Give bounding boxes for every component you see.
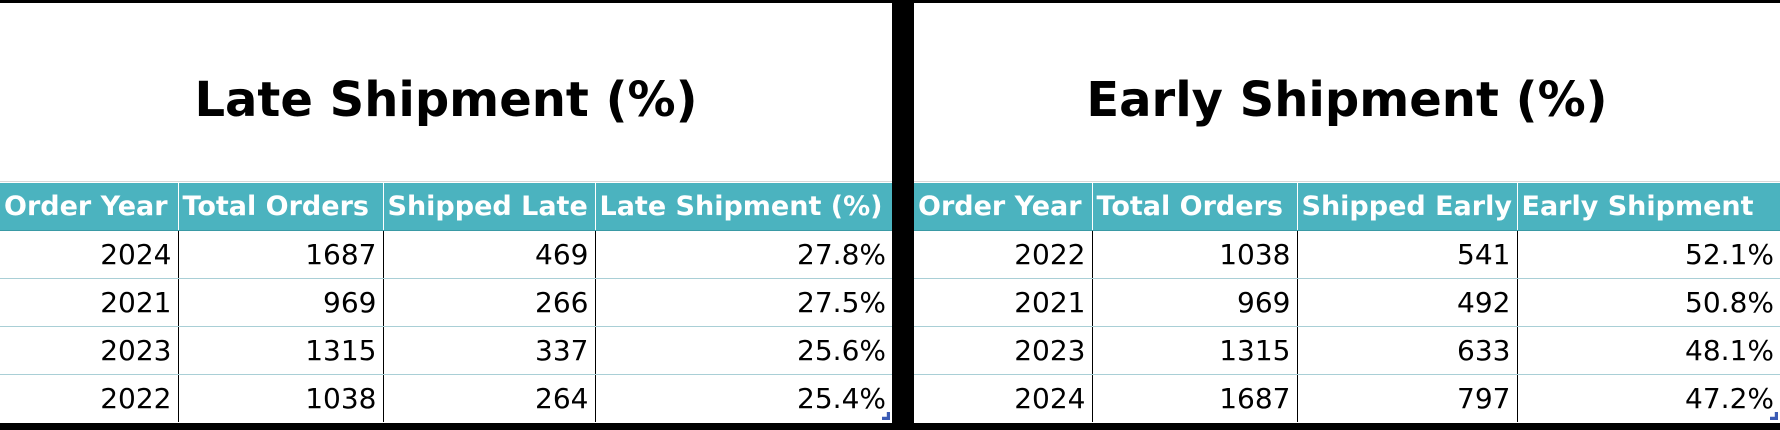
column-header-total-orders[interactable]: Total Orders <box>1092 183 1298 231</box>
column-header-early-shipment[interactable]: Early Shipment <box>1517 183 1780 231</box>
column-header-shipped-early[interactable]: Shipped Early <box>1297 183 1518 231</box>
cell-shipped-late[interactable]: 337 <box>383 326 596 375</box>
cell-order-year[interactable]: 2022 <box>914 230 1093 279</box>
cell-order-year[interactable]: 2023 <box>914 326 1093 375</box>
cell-early-shipment-pct[interactable]: 52.1% <box>1517 230 1780 279</box>
column-header-order-year[interactable]: Order Year <box>914 183 1093 231</box>
early-shipment-panel: Early Shipment (%) Order Year Total Orde… <box>914 3 1780 423</box>
cell-shipped-early[interactable]: 633 <box>1297 326 1518 375</box>
column-header-shipped-late[interactable]: Shipped Late <box>383 183 596 231</box>
cell-late-shipment-pct[interactable]: 25.4% <box>797 382 886 415</box>
late-shipment-title-cell[interactable]: Late Shipment (%) <box>0 3 892 182</box>
cell-total-orders[interactable]: 1315 <box>1092 326 1298 375</box>
cell-shipped-late[interactable]: 266 <box>383 278 596 327</box>
table-row: 2022 1038 541 52.1% <box>914 230 1780 279</box>
cell-total-orders[interactable]: 1687 <box>1092 374 1298 422</box>
table-header-row: Order Year Total Orders Shipped Early Ea… <box>914 183 1780 231</box>
column-header-late-shipment-pct[interactable]: Late Shipment (%) <box>595 183 892 231</box>
cell-order-year[interactable]: 2021 <box>914 278 1093 327</box>
cell-order-year[interactable]: 2024 <box>0 230 179 279</box>
table-row: 2024 1687 797 47.2% <box>914 374 1780 422</box>
cell-order-year[interactable]: 2022 <box>0 374 179 422</box>
table-row: 2022 1038 264 25.4% <box>0 374 892 422</box>
late-shipment-table: Order Year Total Orders Shipped Late Lat… <box>0 183 892 422</box>
cell-total-orders[interactable]: 1038 <box>1092 230 1298 279</box>
early-shipment-table: Order Year Total Orders Shipped Early Ea… <box>914 183 1780 422</box>
late-shipment-title: Late Shipment (%) <box>194 72 698 128</box>
column-header-total-orders[interactable]: Total Orders <box>178 183 384 231</box>
table-row: 2023 1315 633 48.1% <box>914 326 1780 375</box>
table-row: 2021 969 266 27.5% <box>0 278 892 327</box>
cell-order-year[interactable]: 2024 <box>914 374 1093 422</box>
cell-shipped-early[interactable]: 541 <box>1297 230 1518 279</box>
table-row: 2021 969 492 50.8% <box>914 278 1780 327</box>
cell-late-shipment-pct[interactable]: 25.6% <box>595 326 892 375</box>
cell-order-year[interactable]: 2023 <box>0 326 179 375</box>
table-row: 2024 1687 469 27.8% <box>0 230 892 279</box>
cell-shipped-late[interactable]: 264 <box>383 374 596 422</box>
cell-late-shipment-pct[interactable]: 27.5% <box>595 278 892 327</box>
cell-late-shipment-pct[interactable]: 27.8% <box>595 230 892 279</box>
cell-total-orders[interactable]: 1038 <box>178 374 384 422</box>
cell-early-shipment-pct[interactable]: 47.2% <box>1685 382 1774 415</box>
cell-shipped-early[interactable]: 797 <box>1297 374 1518 422</box>
late-shipment-panel: Late Shipment (%) Order Year Total Order… <box>0 3 892 423</box>
cell-shipped-late[interactable]: 469 <box>383 230 596 279</box>
table-row: 2023 1315 337 25.6% <box>0 326 892 375</box>
cell-total-orders[interactable]: 969 <box>178 278 384 327</box>
early-shipment-title: Early Shipment (%) <box>1086 72 1608 128</box>
cell-early-shipment-pct[interactable]: 50.8% <box>1517 278 1780 327</box>
column-header-order-year[interactable]: Order Year <box>0 183 179 231</box>
cell-order-year[interactable]: 2021 <box>0 278 179 327</box>
cell-total-orders[interactable]: 1687 <box>178 230 384 279</box>
cell-early-shipment-pct[interactable]: 48.1% <box>1517 326 1780 375</box>
early-shipment-title-cell[interactable]: Early Shipment (%) <box>914 3 1780 182</box>
cell-total-orders[interactable]: 969 <box>1092 278 1298 327</box>
cell-total-orders[interactable]: 1315 <box>178 326 384 375</box>
cell-shipped-early[interactable]: 492 <box>1297 278 1518 327</box>
table-header-row: Order Year Total Orders Shipped Late Lat… <box>0 183 892 231</box>
